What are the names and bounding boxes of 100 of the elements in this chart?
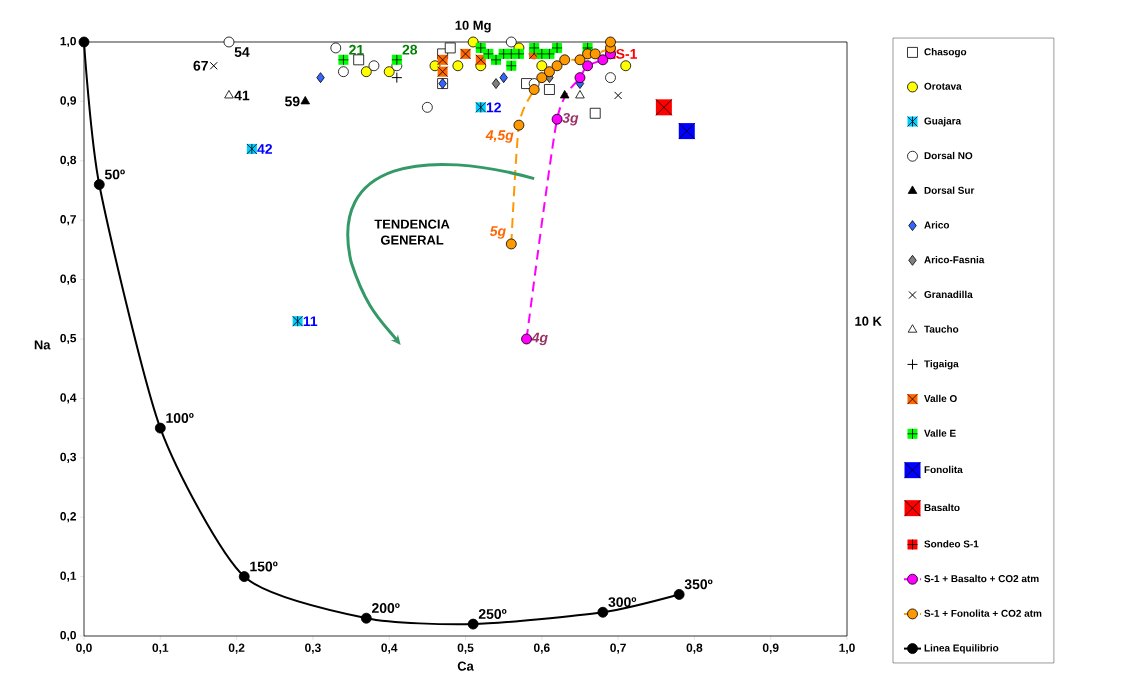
x-tick-label: 0,0: [76, 643, 92, 654]
annotation: 100º: [166, 413, 194, 423]
point: [582, 60, 593, 72]
x-tick-label: 0,6: [533, 643, 550, 654]
annotation: 59: [284, 96, 300, 107]
annotation: 42: [257, 144, 273, 154]
point: [589, 107, 601, 119]
x-tick-label: 0,1: [152, 643, 169, 654]
point: [223, 36, 235, 48]
annotation: 300º: [608, 597, 637, 608]
annotation: 5g: [489, 226, 506, 239]
annotation: 4,5g: [485, 130, 514, 143]
x-tick-label: 0,9: [762, 643, 779, 654]
annotation: 250º: [478, 609, 507, 619]
point: [391, 72, 403, 84]
x-tick-label: 0,7: [610, 643, 626, 654]
legend-label: Granadilla: [924, 290, 973, 298]
y-tick-label: 0,8: [60, 155, 77, 166]
legend-label: Sondeo S-1: [924, 540, 979, 548]
legend-label: Arico: [924, 221, 950, 229]
y-tick-label: 1,0: [60, 36, 76, 48]
point: [338, 66, 349, 78]
legend-label: Dorsal Sur: [924, 186, 975, 194]
point: [528, 84, 540, 95]
y-tick-label: 0,2: [60, 512, 76, 523]
point: [154, 422, 166, 434]
point: [452, 60, 464, 72]
annotation: 200º: [372, 603, 400, 613]
point: [429, 60, 441, 72]
point: [499, 72, 508, 84]
point: [360, 612, 372, 624]
point: [536, 72, 548, 84]
point: [589, 48, 601, 60]
annotation: 28: [402, 44, 418, 55]
y-tick-label: 0,7: [60, 215, 76, 226]
point: [368, 60, 380, 72]
y-tick-label: 0,9: [60, 96, 77, 107]
legend-label: Valle O: [924, 394, 957, 403]
point: [536, 60, 548, 72]
point: [78, 36, 90, 48]
legend-label: Linea Equilibrio: [924, 644, 999, 654]
legend-label: Orotava: [924, 82, 962, 90]
point: [544, 66, 555, 78]
point: [93, 179, 105, 190]
legend-label: S-1 + Basalto + CO2 atm: [924, 574, 1039, 583]
annotation: TENDENCIA GENERAL: [374, 219, 450, 245]
annotation: S-1: [616, 48, 637, 59]
legend-label: Basalto: [924, 503, 960, 512]
legend-label: Arico-Fasnia: [924, 255, 985, 264]
point: [620, 60, 632, 72]
y-tick-label: 0,4: [60, 393, 77, 404]
y-tick-label: 0,0: [60, 630, 76, 642]
point: [673, 589, 685, 600]
point: [597, 606, 609, 618]
point: [574, 72, 586, 84]
y-tick-label: 0,3: [60, 452, 77, 463]
annotation: 4g: [531, 332, 548, 346]
text: 10 Mg: [455, 20, 491, 33]
point: [597, 54, 609, 66]
legend-label: Tigaiga: [924, 360, 959, 370]
point: [383, 66, 395, 78]
legend-label: Valle E: [924, 429, 956, 437]
point: [559, 54, 571, 66]
legend-label: Fonolita: [924, 465, 963, 474]
point: [467, 36, 479, 48]
point: [421, 101, 433, 113]
annotation: 350º: [684, 579, 713, 590]
legend-label: Guajara: [924, 117, 962, 127]
point: [513, 119, 525, 131]
legend-label: Dorsal NO: [924, 151, 973, 160]
point: [467, 618, 479, 630]
point: [330, 42, 342, 54]
legend-label: Taucho: [924, 325, 959, 333]
annotation: 11: [303, 316, 318, 326]
x-axis-title: Ca: [457, 661, 474, 671]
point: [353, 54, 365, 66]
point: [209, 61, 218, 70]
y-tick-label: 0,6: [60, 274, 77, 285]
legend-label: S-1 + Fonolita + CO2 atm: [924, 609, 1042, 617]
annotation: 41: [234, 90, 250, 101]
x-tick-label: 0,3: [305, 643, 321, 654]
annotation: 3g: [562, 112, 579, 126]
x-tick-label: 0,4: [381, 643, 398, 654]
legend-label: Chasogo: [924, 48, 967, 58]
point: [551, 113, 563, 125]
annotation: 50º: [104, 169, 125, 180]
point: [505, 36, 517, 48]
point: [521, 333, 532, 345]
point: [360, 66, 372, 78]
y-tick-label: 0,1: [60, 571, 77, 582]
text: 10 K: [855, 316, 882, 326]
y-tick-label: 0,5: [60, 333, 77, 345]
x-tick-label: 0,2: [228, 643, 245, 654]
point: [605, 36, 616, 48]
x-tick-label: 0,8: [686, 643, 703, 654]
point: [574, 54, 586, 66]
point: [491, 78, 501, 89]
point: [300, 95, 310, 105]
annotation: 21: [349, 44, 364, 55]
point: [316, 72, 325, 84]
